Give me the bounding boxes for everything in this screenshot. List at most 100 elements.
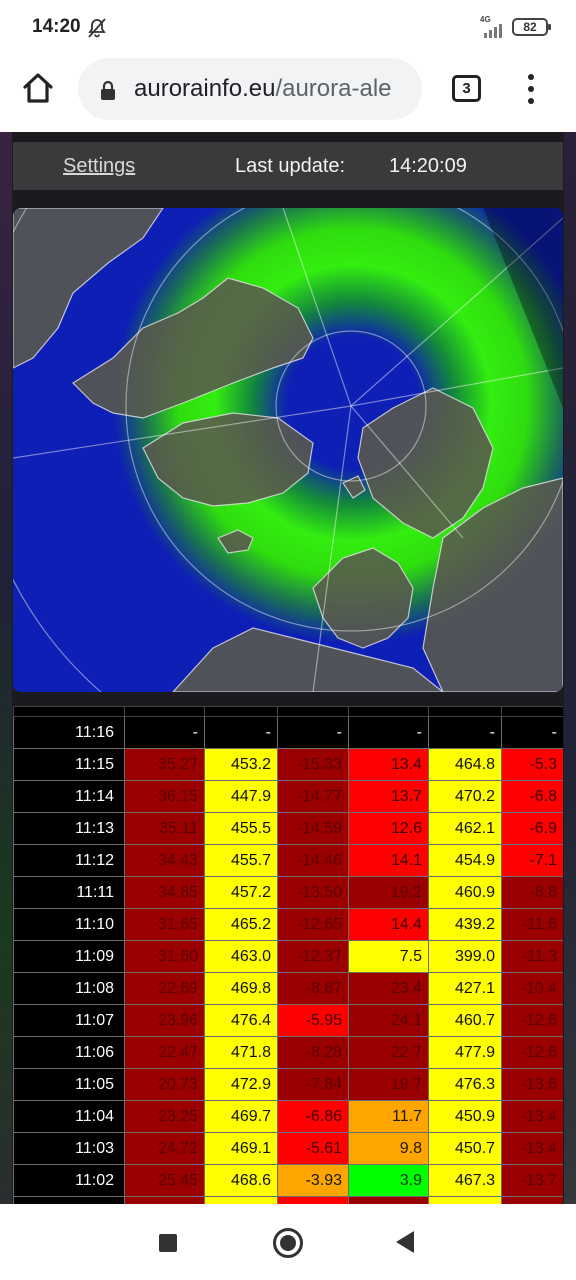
asia-land: [422, 477, 563, 692]
table-header-row: [13, 706, 563, 717]
table-cell: 467.3: [428, 1164, 502, 1197]
table-row: [13, 1196, 563, 1204]
table-cell: -8.28: [277, 1036, 349, 1069]
table-row: 11:03 24.72 469.1 -5.61 9.8 450.7 -13.4: [13, 1132, 563, 1165]
table-row: 11:12 34.43 455.7 -14.46 14.1 454.9 -7.1: [13, 844, 563, 877]
home-icon[interactable]: [20, 70, 56, 106]
table-cell: -6.8: [501, 780, 563, 813]
table-cell: 3.9: [348, 1164, 429, 1197]
row-time: 11:16: [13, 716, 125, 749]
tabs-icon[interactable]: 3: [452, 75, 481, 102]
battery-icon: 82: [512, 18, 551, 36]
page-header: Settings Last update: 14:20:09: [13, 142, 563, 190]
table-cell: 22.7: [348, 1036, 429, 1069]
svalbard-land: [342, 475, 366, 499]
status-bar: 14:20 4G 82: [0, 0, 576, 56]
table-cell: [348, 1196, 429, 1204]
siberia-land: [357, 387, 494, 539]
battery-level: 82: [523, 20, 537, 34]
row-time: 11:09: [13, 940, 125, 973]
table-cell: -: [501, 716, 563, 749]
row-time: 11:08: [13, 972, 125, 1005]
row-time: 11:10: [13, 908, 125, 941]
table-cell: 455.5: [204, 812, 278, 845]
row-time: 11:11: [13, 876, 125, 909]
table-cell: [428, 1196, 502, 1204]
status-time: 14:20: [32, 16, 81, 37]
table-cell: -: [348, 716, 429, 749]
row-time: 11:07: [13, 1004, 125, 1037]
table-cell: -5.3: [501, 748, 563, 781]
table-cell: 11.7: [348, 1100, 429, 1133]
table-cell: 9.8: [348, 1132, 429, 1165]
table-cell: 460.9: [428, 876, 502, 909]
table-cell: [277, 1196, 349, 1204]
table-cell: 399.0: [428, 940, 502, 973]
europe-land: [172, 627, 444, 692]
row-time: 11:13: [13, 812, 125, 845]
table-cell: 460.7: [428, 1004, 502, 1037]
recent-apps-icon[interactable]: [159, 1234, 177, 1252]
table-cell: -6.9: [501, 812, 563, 845]
table-cell: 439.2: [428, 908, 502, 941]
table-cell: 7.5: [348, 940, 429, 973]
address-bar[interactable]: aurorainfo.eu/aurora-ale: [78, 58, 422, 120]
url-path: /aurora-ale: [275, 75, 392, 102]
row-time: 11:02: [13, 1164, 125, 1197]
table-cell: 469.1: [204, 1132, 278, 1165]
table-cell: -11.6: [501, 908, 563, 941]
table-cell: 462.1: [428, 812, 502, 845]
table-cell: 34.85: [124, 876, 205, 909]
home-circle-icon[interactable]: [273, 1228, 303, 1258]
settings-link[interactable]: Settings: [63, 155, 136, 177]
table-row: 11:10 31.65 465.2 -12.65 14.4 439.2 -11.6: [13, 908, 563, 941]
table-cell: -14.77: [277, 780, 349, 813]
network-type: 4G: [480, 15, 491, 24]
table-cell: -: [428, 716, 502, 749]
table-row: 11:08 22.69 469.8 -8.87 23.4 427.1 -10.4: [13, 972, 563, 1005]
table-cell: 23.25: [124, 1100, 205, 1133]
table-cell: -13.6: [501, 1068, 563, 1101]
table-cell: 14.1: [348, 844, 429, 877]
table-cell: -12.65: [277, 908, 349, 941]
table-cell: 19.2: [348, 876, 429, 909]
table-cell: 31.65: [124, 908, 205, 941]
table-cell: 469.7: [204, 1100, 278, 1133]
table-cell: -: [277, 716, 349, 749]
north-america-land: [13, 208, 164, 369]
table-row: 11:15 35.27 453.2 -15.33 13.4 464.8 -5.3: [13, 748, 563, 781]
table-cell: 472.9: [204, 1068, 278, 1101]
table-cell: 36.15: [124, 780, 205, 813]
table-cell: 469.8: [204, 972, 278, 1005]
table-row: 11:09 31.60 463.0 -12.37 7.5 399.0 -11.3: [13, 940, 563, 973]
table-row: 11:07 23.96 476.4 -5.95 24.1 460.7 -12.6: [13, 1004, 563, 1037]
table-row: 11:14 36.15 447.9 -14.77 13.7 470.2 -6.8: [13, 780, 563, 813]
overflow-menu-icon[interactable]: [521, 74, 541, 104]
url-domain: aurorainfo.eu: [134, 75, 276, 102]
table-cell: 450.7: [428, 1132, 502, 1165]
aurora-oval-map: [13, 208, 563, 692]
table-cell: -12.6: [501, 1004, 563, 1037]
table-cell: 35.27: [124, 748, 205, 781]
lock-icon[interactable]: [100, 80, 116, 100]
table-cell: 455.7: [204, 844, 278, 877]
table-cell: 23.96: [124, 1004, 205, 1037]
table-cell: -14.46: [277, 844, 349, 877]
row-time: 11:06: [13, 1036, 125, 1069]
tab-count: 3: [462, 80, 471, 97]
last-update-time: 14:20:09: [389, 155, 467, 177]
back-icon[interactable]: [396, 1231, 414, 1253]
table-cell: 22.47: [124, 1036, 205, 1069]
table-cell: 471.8: [204, 1036, 278, 1069]
table-row: 11:06 22.47 471.8 -8.28 22.7 477.9 -12.6: [13, 1036, 563, 1069]
url-text[interactable]: aurorainfo.eu/aurora-ale: [134, 75, 392, 103]
table-cell: 476.4: [204, 1004, 278, 1037]
row-time: 11:12: [13, 844, 125, 877]
table-cell: -8.8: [501, 876, 563, 909]
table-cell: 24.72: [124, 1132, 205, 1165]
table-cell: 12.6: [348, 812, 429, 845]
table-cell: 19.7: [348, 1068, 429, 1101]
table-cell: -13.7: [501, 1164, 563, 1197]
table-cell: 463.0: [204, 940, 278, 973]
table-cell: 468.6: [204, 1164, 278, 1197]
